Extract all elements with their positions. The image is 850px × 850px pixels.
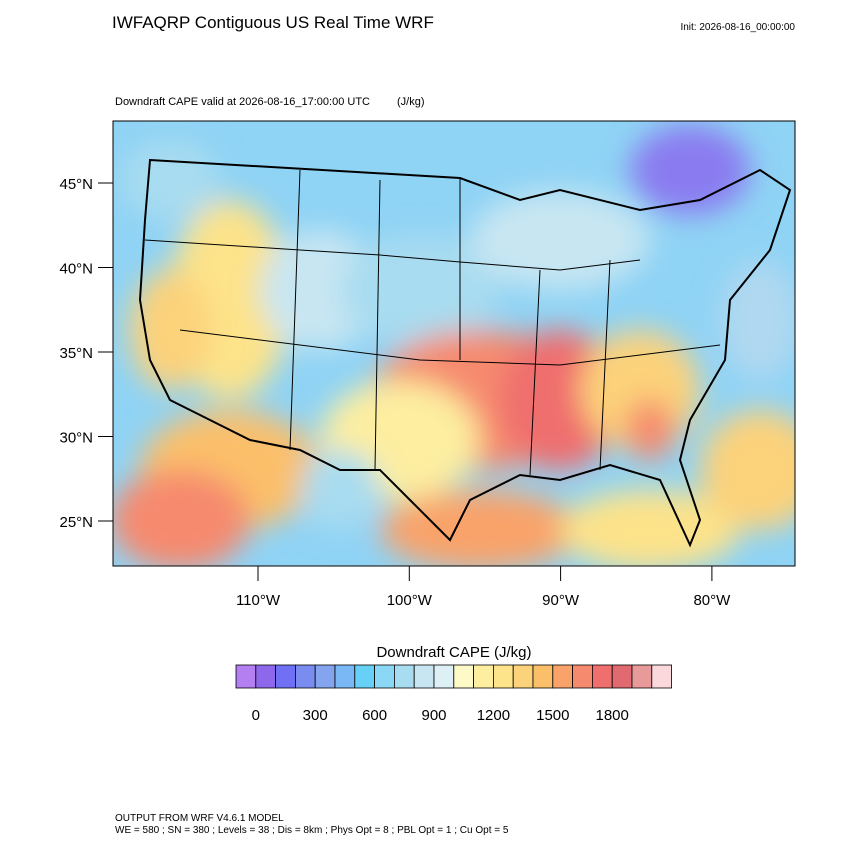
colorbar-tick-label: 0 [252, 707, 260, 724]
colorbar-tick-label: 900 [421, 707, 446, 724]
units: (J/kg) [397, 96, 425, 108]
lat-label: 45°N [59, 176, 93, 193]
lat-label: 35°N [59, 345, 93, 362]
colorbar-box [572, 664, 593, 689]
map-field [113, 121, 795, 566]
colorbar-box [492, 664, 514, 689]
lon-label: 110°W [236, 592, 281, 609]
colorbar-box [552, 664, 573, 689]
colorbar-tick-label: 600 [362, 707, 387, 724]
colorbar-box [275, 664, 296, 689]
lat-labels: 45°N 40°N 35°N 30°N 25°N [59, 176, 113, 531]
colorbar-box [651, 664, 672, 689]
colorbar-box [433, 664, 455, 689]
colorbar-box [314, 664, 336, 689]
colorbar-tick-label: 1800 [596, 707, 629, 724]
colorbar-tick-label: 300 [303, 707, 328, 724]
colorbar-box [413, 664, 435, 689]
colorbar-box [294, 664, 316, 689]
colorbar: 0 300 600 900 1200 1500 1800 [235, 664, 672, 724]
lat-label: 30°N [59, 430, 93, 447]
colorbar-box [374, 664, 395, 689]
colorbar-box [631, 664, 653, 689]
colorbar-box [512, 664, 534, 689]
colorbar-tick-label: 1500 [536, 707, 569, 724]
colorbar-box [473, 664, 494, 689]
subtitle: Downdraft CAPE valid at 2026-08-16_17:00… [115, 96, 370, 108]
lon-labels: 110°W 100°W 90°W 80°W [236, 566, 731, 609]
init-time: Init: 2026-08-16_00:00:00 [680, 22, 795, 33]
lat-label: 25°N [59, 514, 93, 531]
colorbar-box [354, 664, 375, 689]
colorbar-box [235, 664, 257, 689]
colorbar-box [255, 664, 277, 689]
colorbar-box [393, 664, 415, 689]
colorbar-title: Downdraft CAPE (J/kg) [376, 644, 531, 661]
lon-label: 100°W [387, 592, 433, 609]
colorbar-box [532, 664, 554, 689]
colorbar-box [453, 664, 474, 689]
lon-label: 90°W [542, 592, 580, 609]
colorbar-box [334, 664, 356, 689]
lon-label: 80°W [693, 592, 731, 609]
colorbar-box [592, 664, 613, 689]
map-frame [112, 120, 796, 567]
title: IWFAQRP Contiguous US Real Time WRF [112, 13, 434, 32]
colorbar-tick-label: 1200 [477, 707, 510, 724]
footer-line: WE = 580 ; SN = 380 ; Levels = 38 ; Dis … [115, 825, 509, 836]
footer-line: OUTPUT FROM WRF V4.6.1 MODEL [115, 813, 284, 824]
lat-label: 40°N [59, 261, 93, 278]
colorbar-box [611, 664, 633, 689]
